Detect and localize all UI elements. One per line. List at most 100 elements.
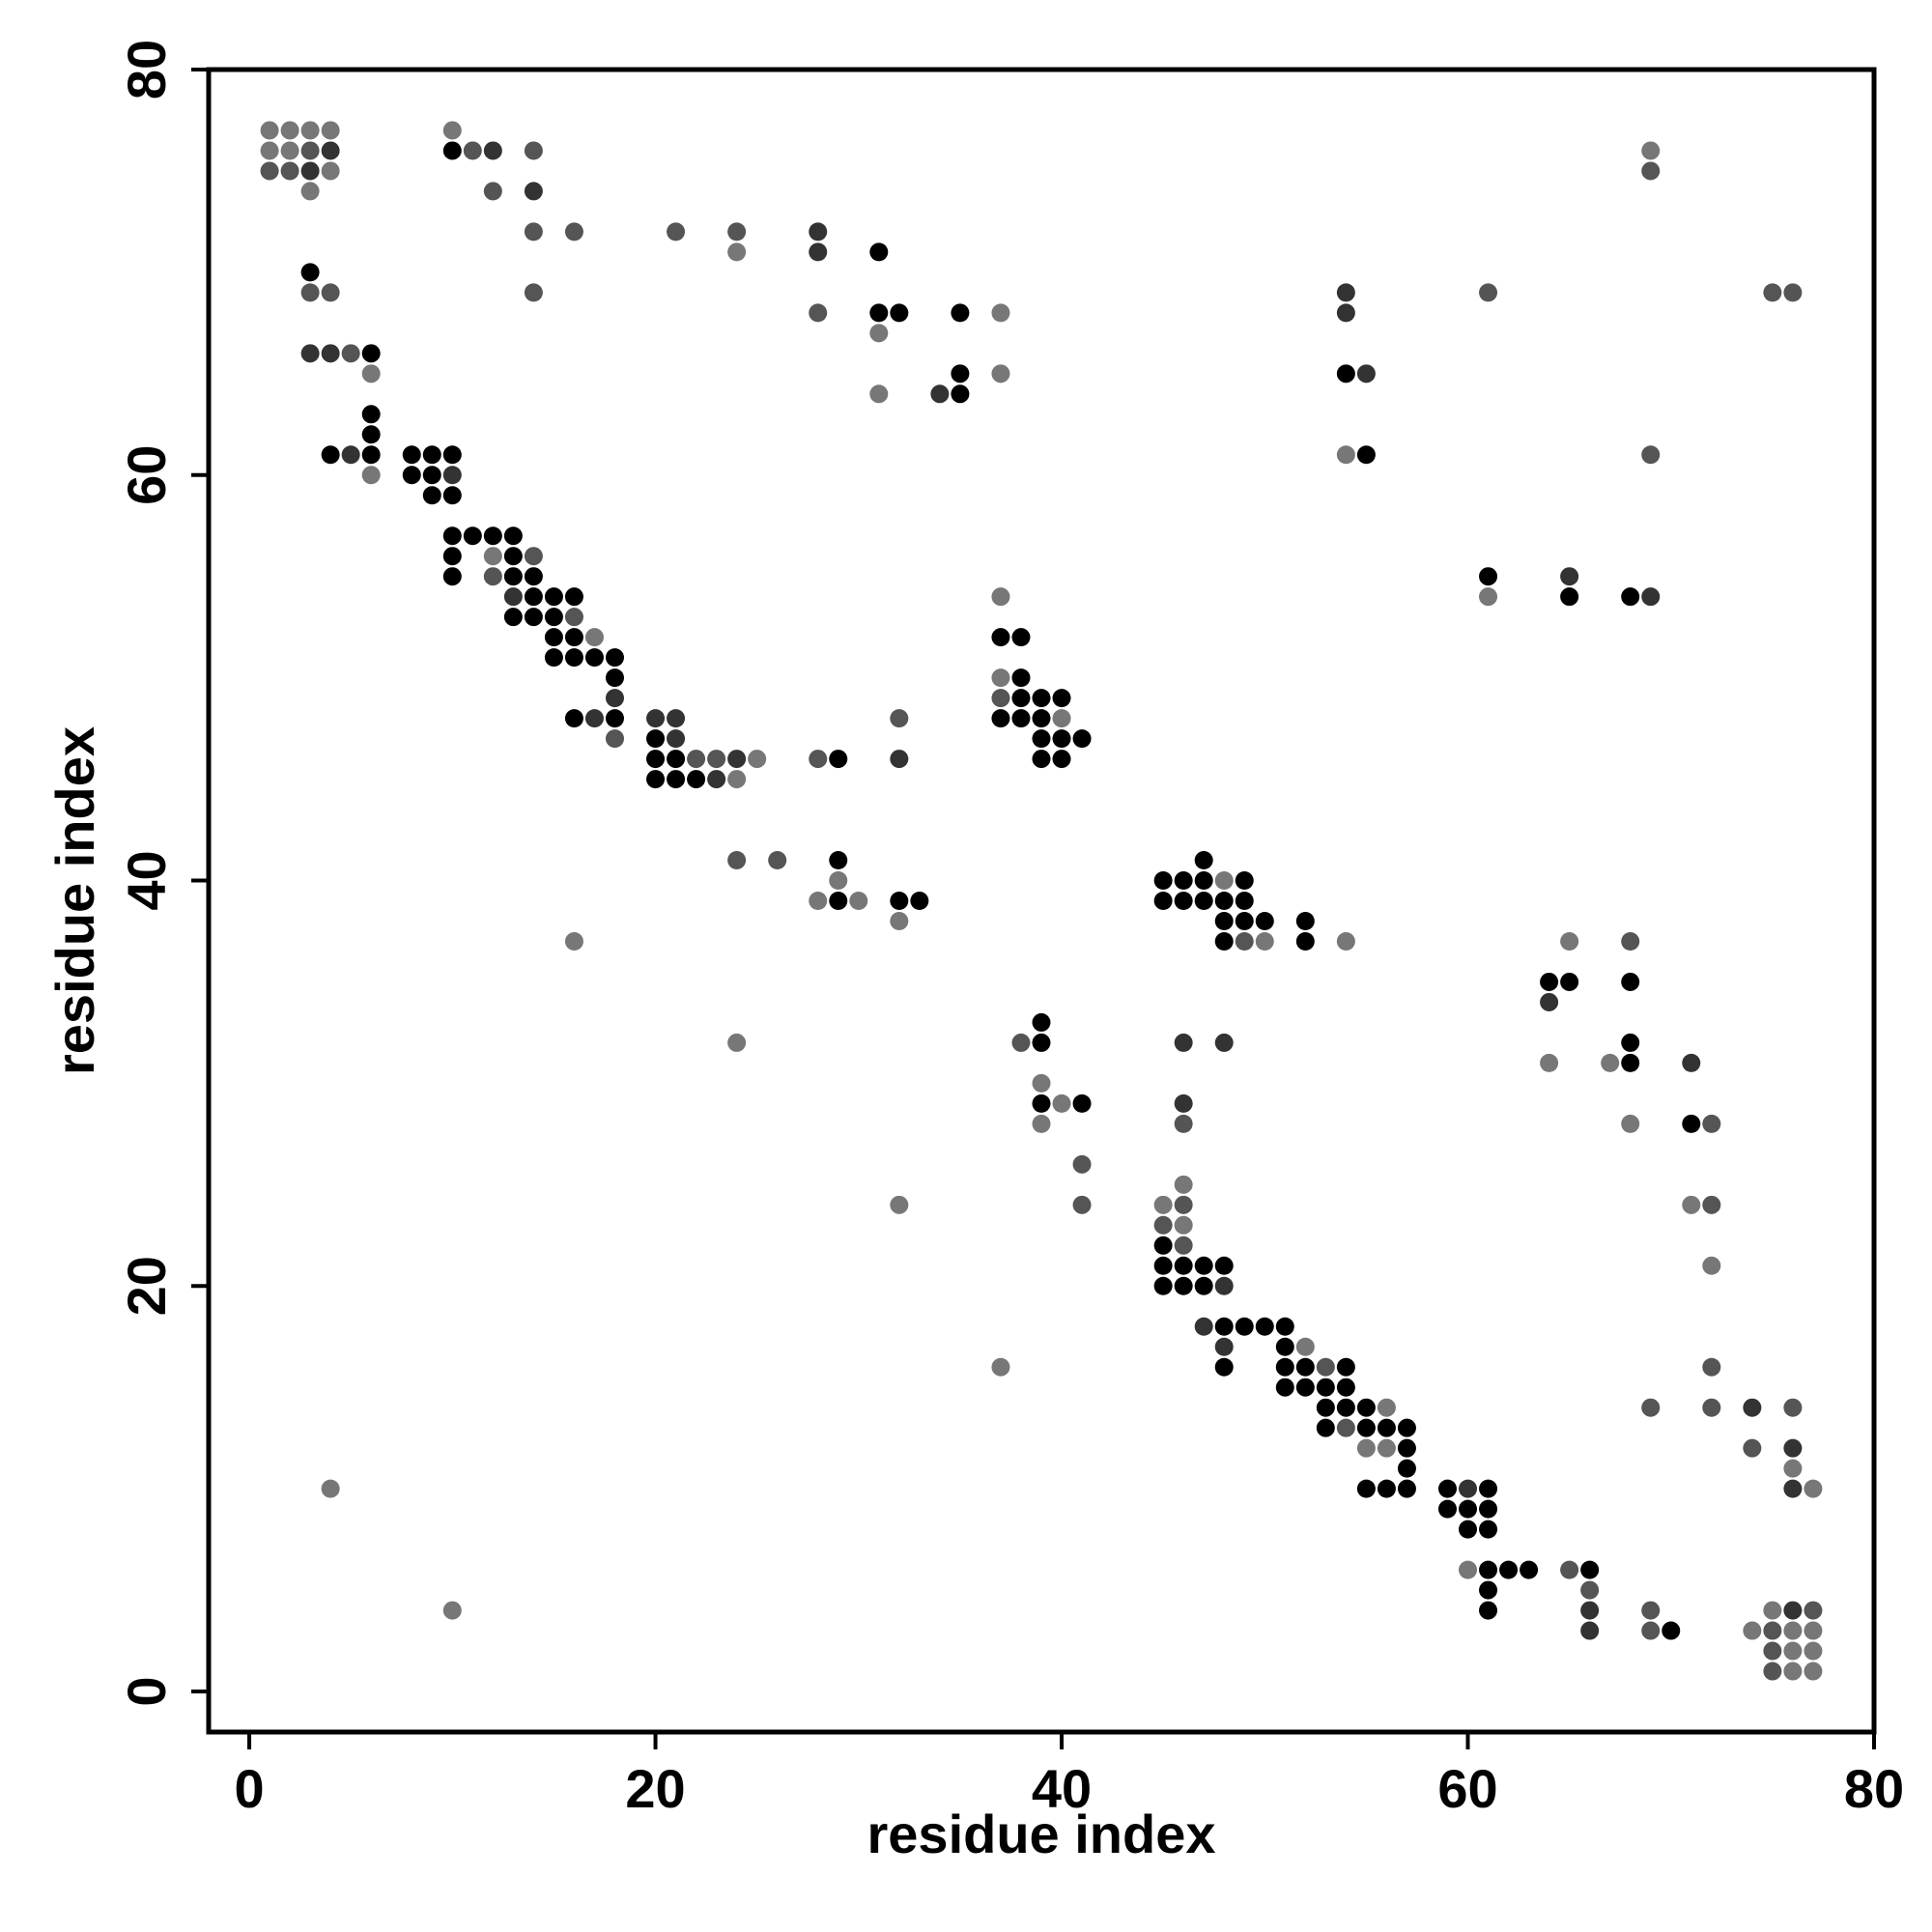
contact-point <box>1174 892 1193 910</box>
contact-point <box>1621 1053 1640 1072</box>
contact-point <box>869 384 889 404</box>
contact-point <box>300 161 320 181</box>
contact-point <box>829 750 848 769</box>
contact-point <box>422 486 441 505</box>
contact-point <box>1153 1276 1173 1295</box>
contact-point <box>1052 689 1071 708</box>
contact-point <box>1397 1479 1416 1498</box>
contact-point <box>544 587 563 607</box>
contact-point <box>361 405 381 424</box>
contact-point <box>727 770 747 789</box>
contact-point <box>809 892 828 910</box>
contact-point <box>483 526 502 546</box>
contact-point <box>809 750 828 769</box>
contact-point <box>524 222 543 242</box>
contact-point <box>1641 1621 1661 1640</box>
contact-point <box>1763 1641 1782 1661</box>
contact-point <box>1479 1499 1498 1519</box>
contact-point <box>869 242 889 262</box>
contact-point <box>584 648 604 668</box>
contact-point <box>748 750 767 769</box>
contact-point <box>1072 729 1092 749</box>
contact-point <box>1702 1256 1721 1275</box>
contact-point <box>1174 1195 1193 1214</box>
contact-point <box>991 303 1010 323</box>
contact-point <box>1153 1215 1173 1235</box>
y-axis-label: residue index <box>44 726 105 1075</box>
contact-point <box>442 445 462 465</box>
contact-point <box>1560 1560 1579 1579</box>
contact-point <box>1621 587 1640 607</box>
contact-point <box>1641 1601 1661 1620</box>
contact-point <box>667 770 686 789</box>
contact-point <box>1214 892 1234 910</box>
contact-point <box>1743 1398 1762 1417</box>
contact-point <box>1214 931 1234 951</box>
contact-point <box>1783 1621 1803 1640</box>
contact-point <box>1804 1601 1823 1620</box>
contact-point <box>1194 1317 1213 1336</box>
contact-point <box>1336 445 1355 465</box>
contact-point <box>1783 1398 1803 1417</box>
contact-point <box>1356 1398 1376 1417</box>
contact-point <box>1011 709 1031 728</box>
contact-point <box>605 729 624 749</box>
contact-point <box>300 141 320 160</box>
contact-point <box>1295 911 1315 930</box>
contact-point <box>1032 689 1051 708</box>
contact-point <box>564 587 583 607</box>
contact-point <box>1377 1398 1396 1417</box>
contact-point <box>707 770 726 789</box>
contact-point <box>1275 1317 1294 1336</box>
contact-point <box>483 182 502 201</box>
contact-point <box>1194 851 1213 870</box>
contact-point <box>524 283 543 302</box>
contact-point <box>524 608 543 627</box>
contact-point <box>1052 1094 1071 1113</box>
contact-point <box>1621 1114 1640 1133</box>
contact-point <box>1763 1662 1782 1681</box>
contact-point <box>1540 972 1559 991</box>
contact-point <box>1682 1114 1701 1133</box>
contact-point <box>544 628 563 647</box>
contact-point <box>1214 1317 1234 1336</box>
contact-point <box>910 892 929 910</box>
contact-point <box>361 364 381 384</box>
contact-point <box>321 121 340 140</box>
contact-point <box>1682 1195 1701 1214</box>
contact-point <box>564 222 583 242</box>
contact-point <box>829 851 848 870</box>
contact-point <box>991 709 1010 728</box>
x-tick-label: 0 <box>234 1758 264 1819</box>
contact-point <box>300 283 320 302</box>
contact-point <box>1682 1053 1701 1072</box>
contact-point <box>1011 1033 1031 1052</box>
x-tick-label: 40 <box>1032 1758 1092 1819</box>
contact-point <box>1235 911 1254 930</box>
contact-point <box>321 141 340 160</box>
contact-point <box>1560 972 1579 991</box>
contact-point <box>890 709 909 728</box>
contact-point <box>809 303 828 323</box>
contact-point <box>667 729 686 749</box>
contact-point <box>321 283 340 302</box>
contact-point <box>1174 1256 1193 1275</box>
contact-point <box>1702 1114 1721 1133</box>
contact-point <box>402 445 421 465</box>
contact-point <box>869 324 889 343</box>
contact-point <box>890 750 909 769</box>
contact-point <box>991 668 1010 688</box>
contact-point <box>1560 567 1579 586</box>
contact-point <box>524 141 543 160</box>
contact-point <box>991 689 1010 708</box>
contact-point <box>300 121 320 140</box>
contact-point <box>1499 1560 1519 1579</box>
contact-point <box>1032 1114 1051 1133</box>
contact-point <box>1032 1073 1051 1093</box>
contact-point <box>1743 1438 1762 1458</box>
contact-point <box>667 222 686 242</box>
contact-point <box>1194 1256 1213 1275</box>
contact-point <box>1356 1418 1376 1437</box>
contact-point <box>1702 1357 1721 1377</box>
contact-point <box>524 587 543 607</box>
